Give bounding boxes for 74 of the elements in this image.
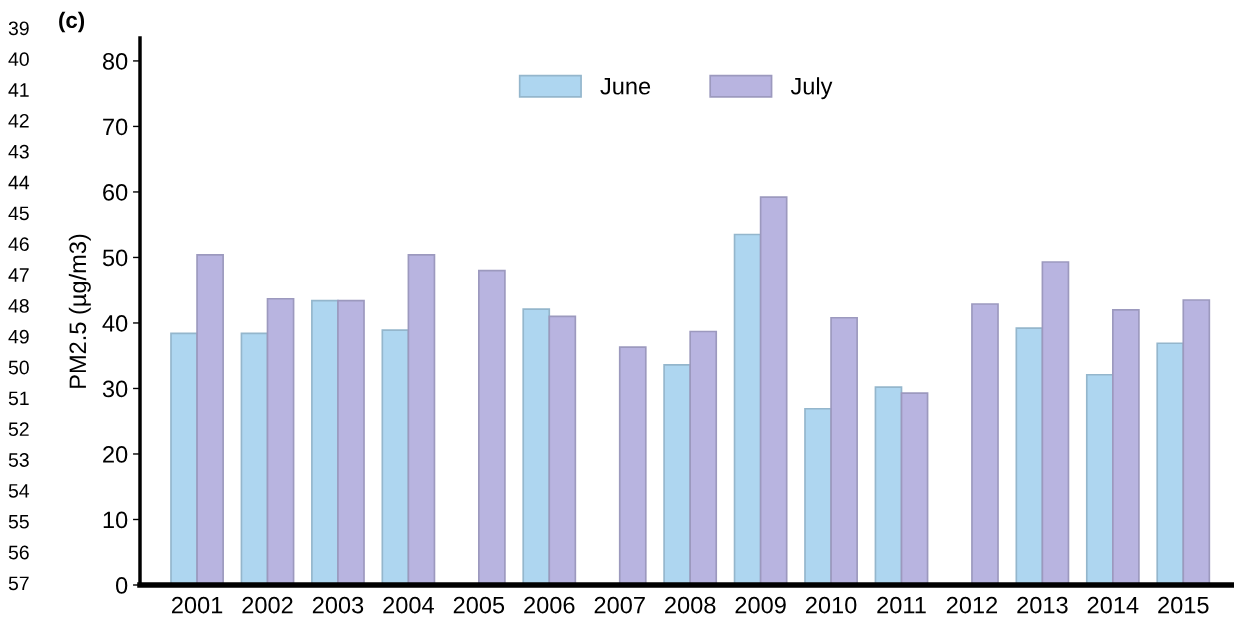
x-tick-label: 2002: [242, 596, 293, 614]
text: 44: [8, 175, 30, 190]
text: 51: [8, 391, 29, 406]
x-tick-label: 2013: [1017, 596, 1068, 614]
text: 49: [8, 329, 29, 344]
y-tick-label: 30: [102, 380, 128, 398]
bar: [804, 407, 832, 585]
bar: [1182, 299, 1211, 585]
y-tick-label: 10: [103, 511, 128, 529]
bar: [689, 330, 718, 585]
x-tick-label: 2006: [524, 596, 575, 614]
x-tick-label: 2005: [453, 596, 505, 614]
y-tick-label: 60: [103, 184, 128, 201]
bar: [240, 332, 269, 585]
bar: [1085, 373, 1114, 585]
bar: [1015, 327, 1044, 585]
x-tick-label: 2008: [665, 596, 716, 614]
text: 40: [8, 52, 29, 67]
x-tick-label: 2003: [312, 596, 364, 614]
x-tick-label: 2007: [594, 596, 645, 614]
text: 42: [8, 113, 29, 128]
text: 48: [8, 298, 29, 313]
bar: [1156, 342, 1185, 585]
text: 52: [8, 422, 29, 437]
bar: [407, 253, 436, 585]
legend-label: June: [600, 78, 651, 95]
text: 53: [8, 453, 29, 467]
bar: [311, 299, 339, 585]
text: 43: [8, 144, 29, 159]
y-tick-label: 50: [102, 249, 128, 267]
bar: [478, 269, 506, 585]
legend-label: July: [790, 77, 833, 100]
bar: [522, 308, 551, 585]
bar: [733, 233, 762, 585]
y-tick-label: 0: [115, 577, 128, 594]
x-tick-label: 2010: [805, 596, 857, 614]
text: 50: [8, 360, 29, 375]
bar: [337, 299, 365, 585]
text: (c): [59, 11, 85, 33]
text: 39: [8, 21, 29, 36]
text: 46: [8, 237, 29, 252]
y-tick-label: 20: [103, 446, 128, 463]
bar: [1112, 309, 1140, 585]
text: 45: [8, 206, 29, 221]
x-tick-label: 2001: [171, 596, 223, 614]
text: 56: [8, 545, 29, 560]
x-tick-label: 2011: [877, 596, 926, 614]
y-axis-title: PM2.5 (µg/m3): [68, 234, 91, 388]
text: 57: [8, 576, 29, 591]
bar: [618, 346, 647, 585]
y-tick-label: 80: [102, 53, 128, 70]
text: 55: [8, 514, 29, 529]
bar: [663, 364, 692, 585]
bar: [830, 316, 858, 585]
x-tick-label: 2004: [383, 596, 434, 614]
text: 41: [8, 83, 29, 97]
y-tick-label: 70: [103, 118, 128, 136]
bar: [266, 297, 295, 585]
text: 47: [8, 268, 29, 282]
x-tick-label: 2012: [946, 596, 998, 614]
text: 54: [8, 484, 30, 498]
bar: [170, 332, 198, 585]
y-tick-label: 40: [102, 315, 128, 332]
x-tick-label: 2015: [1158, 596, 1209, 614]
bar: [971, 303, 999, 585]
bar: [381, 329, 410, 585]
x-tick-label: 2009: [735, 596, 786, 614]
x-tick-label: 2014: [1087, 596, 1139, 614]
bar: [874, 386, 903, 585]
bar: [900, 392, 929, 585]
bar: [548, 315, 577, 585]
bar: [759, 196, 788, 585]
bar: [196, 253, 224, 585]
bar: [1041, 261, 1070, 585]
